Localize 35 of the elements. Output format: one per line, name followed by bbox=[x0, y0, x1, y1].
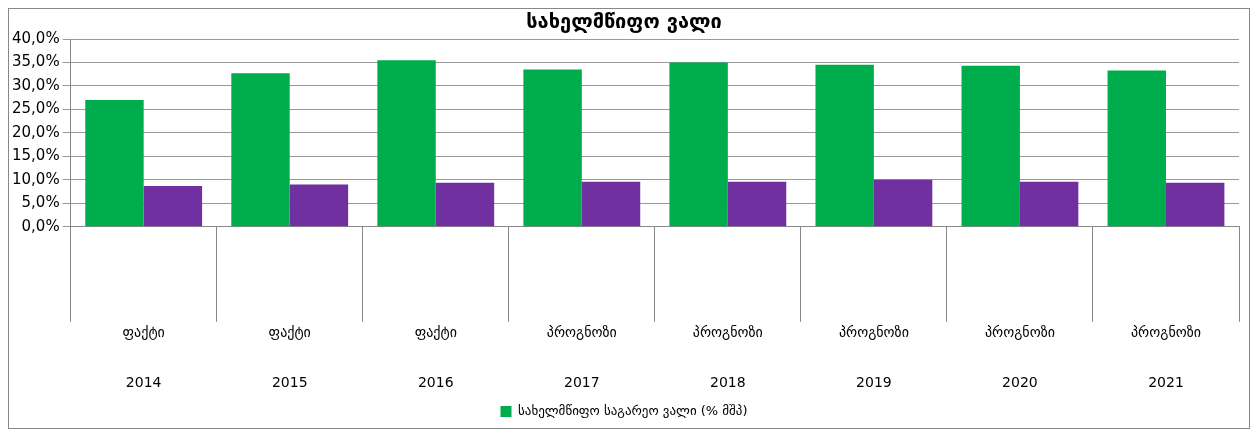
bar bbox=[289, 184, 349, 227]
category-label: პროგნოზი 2020 bbox=[984, 323, 1055, 391]
category-label: პროგნოზი 2019 bbox=[838, 323, 909, 391]
y-tick-label: 0,0% bbox=[21, 216, 60, 235]
bar bbox=[523, 69, 582, 227]
category-label: პროგნოზი 2018 bbox=[692, 323, 763, 391]
bar bbox=[85, 100, 144, 227]
y-tick-label: 5,0% bbox=[21, 193, 60, 212]
bar bbox=[669, 62, 728, 227]
bar bbox=[143, 185, 203, 227]
y-tick-label: 35,0% bbox=[12, 52, 60, 71]
y-tick-label: 20,0% bbox=[12, 122, 60, 141]
bar bbox=[1019, 181, 1079, 227]
bar bbox=[873, 179, 933, 227]
category-label: ფაქტი 2014 bbox=[122, 323, 165, 391]
y-tick-label: 10,0% bbox=[12, 169, 60, 188]
bar bbox=[961, 65, 1020, 227]
y-tick-label: 15,0% bbox=[12, 146, 60, 165]
category-label: პროგნოზი 2017 bbox=[546, 323, 617, 391]
y-tick-label: 40,0% bbox=[12, 28, 60, 47]
bar bbox=[581, 181, 641, 227]
y-tick-label: 30,0% bbox=[12, 75, 60, 94]
category-label: პროგნოზი 2021 bbox=[1130, 323, 1201, 391]
chart-title: სახელმწიფო ვალი bbox=[526, 9, 722, 34]
category-label: ფაქტი 2015 bbox=[268, 323, 311, 391]
bar bbox=[377, 60, 436, 227]
bar bbox=[815, 64, 874, 227]
category-label: ფაქტი 2016 bbox=[414, 323, 457, 391]
bar bbox=[435, 182, 495, 227]
legend-label: სახელმწიფო საგარეო ვალი (% მშპ) bbox=[517, 402, 748, 418]
bar bbox=[727, 181, 787, 227]
bar bbox=[231, 73, 290, 227]
bar bbox=[1165, 182, 1225, 227]
y-tick-label: 25,0% bbox=[12, 99, 60, 118]
bar bbox=[1107, 70, 1166, 227]
